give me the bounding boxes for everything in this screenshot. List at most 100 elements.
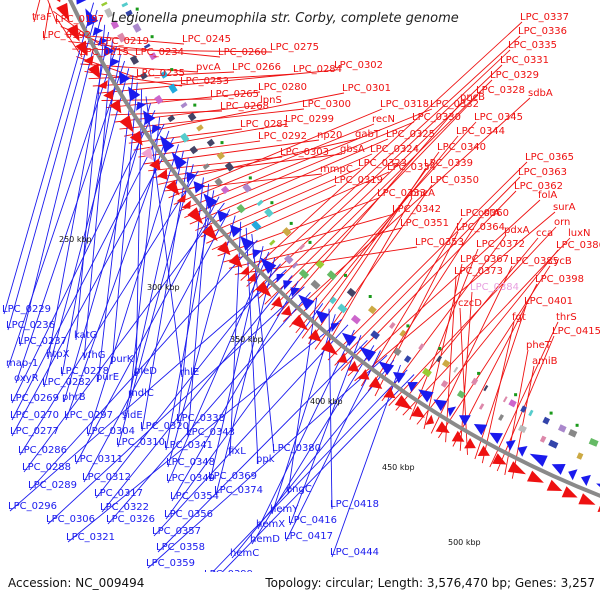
annotation-block	[478, 403, 485, 410]
label-connector	[173, 123, 375, 205]
gene-label: amiB	[532, 356, 558, 367]
annotation-block	[528, 409, 534, 417]
label-connector	[289, 335, 362, 526]
annotation-block	[542, 416, 550, 425]
annotation-block	[149, 52, 158, 61]
annotation-block	[125, 9, 133, 17]
forward-gene-arrow	[103, 89, 114, 100]
gene-label: LPC_0385	[510, 256, 559, 267]
annotation-block	[310, 279, 321, 290]
gene-label: fgt	[512, 312, 526, 323]
annotation-block	[180, 132, 190, 143]
label-connector	[43, 68, 130, 388]
label-connector	[361, 217, 463, 387]
gene-label: sidE	[122, 410, 143, 421]
gene-label: katG	[74, 330, 97, 341]
label-connector	[165, 303, 324, 520]
label-connector	[167, 215, 236, 468]
label-connector	[101, 275, 293, 513]
reverse-gene-arrow	[393, 372, 406, 384]
label-connector	[80, 63, 199, 73]
annotation-block	[129, 55, 139, 65]
forward-gene-arrow	[255, 281, 272, 297]
forward-gene-arrow	[546, 479, 563, 491]
reverse-gene-arrow	[489, 432, 503, 444]
forward-gene-arrow	[271, 296, 283, 308]
gene-label: LPC_0278	[60, 366, 109, 377]
label-connector	[252, 49, 511, 293]
feature-dot	[575, 423, 579, 427]
label-connector	[388, 226, 557, 407]
gene-label: LPC_0401	[524, 296, 573, 307]
forward-gene-arrow	[246, 272, 256, 282]
reverse-gene-arrow	[315, 310, 330, 324]
gene-label: LPC_0326	[106, 514, 155, 525]
label-connector	[402, 237, 571, 416]
label-connector	[187, 183, 210, 438]
forward-gene-arrow	[477, 445, 490, 456]
annotation-block	[196, 124, 204, 132]
gene-label: LPC_0348	[166, 457, 215, 468]
annotation-block	[168, 83, 178, 94]
gene-label: LPC_0345	[474, 112, 523, 123]
gene-label: LPC_0358	[156, 542, 205, 553]
feature-dot	[344, 273, 347, 277]
gene-label: LPC_0369	[208, 471, 257, 482]
feature-dot	[193, 103, 197, 107]
gene-label: LPC_0296	[8, 501, 57, 512]
label-connector	[157, 339, 368, 553]
feature-dot	[170, 68, 174, 72]
gene-label: LPC_0281	[240, 119, 289, 130]
gene-label: np20	[317, 130, 342, 141]
forward-gene-arrow	[109, 99, 122, 114]
gene-label: LPC_0306	[46, 514, 95, 525]
feature-tracks	[56, 0, 600, 512]
gene-label: LPC_0275	[270, 42, 319, 53]
forward-gene-arrow	[157, 169, 168, 180]
label-connector	[416, 249, 559, 425]
feature-dot	[406, 324, 410, 328]
annotation-block	[418, 343, 425, 351]
forward-gene-arrow	[119, 115, 134, 133]
forward-gene-arrow	[149, 158, 161, 171]
gene-label: LPC_0266	[232, 62, 281, 73]
forward-gene-arrow	[181, 200, 191, 209]
label-connector	[23, 202, 225, 473]
gene-label: LPC_0341	[164, 440, 213, 451]
reverse-gene-arrow	[378, 361, 395, 376]
label-connector	[231, 359, 395, 559]
label-connector	[321, 197, 413, 356]
gene-label: LPC_0324	[370, 144, 419, 155]
feature-dot	[289, 221, 293, 225]
gene-label: LPC_0340	[437, 142, 486, 153]
gene-label: pdxA	[504, 225, 530, 236]
gene-label: LPC_0234	[135, 47, 184, 58]
gene-label: pncB	[460, 92, 485, 103]
gene-label: ppk	[256, 454, 275, 465]
gene-label: purE	[96, 372, 119, 383]
label-connector	[395, 237, 539, 411]
gene-label: LPC_0349	[166, 473, 215, 484]
gene-label: LPC_0325	[386, 129, 435, 140]
gene-label: LPC_0364	[456, 222, 505, 233]
label-connector	[276, 101, 463, 317]
gene-label: map-1	[6, 358, 38, 369]
label-connector	[63, 103, 151, 403]
forward-gene-arrow	[411, 405, 425, 418]
label-connector	[83, 39, 113, 361]
gene-label: LPC_0372	[476, 239, 525, 250]
reverse-gene-arrow	[76, 0, 87, 5]
reverse-gene-arrow	[151, 124, 162, 135]
gene-label: LPC_0356	[164, 509, 213, 520]
reverse-gene-arrow	[433, 399, 448, 412]
feature-dot	[477, 371, 481, 375]
label-connector	[251, 345, 375, 545]
gene-label: hemY	[270, 504, 299, 515]
annotation-block	[143, 43, 151, 49]
label-connector	[258, 64, 503, 299]
forward-gene-arrow	[435, 421, 450, 433]
forward-gene-arrow	[66, 24, 80, 42]
label-connector	[189, 138, 389, 225]
gene-label: czcD	[458, 298, 482, 309]
